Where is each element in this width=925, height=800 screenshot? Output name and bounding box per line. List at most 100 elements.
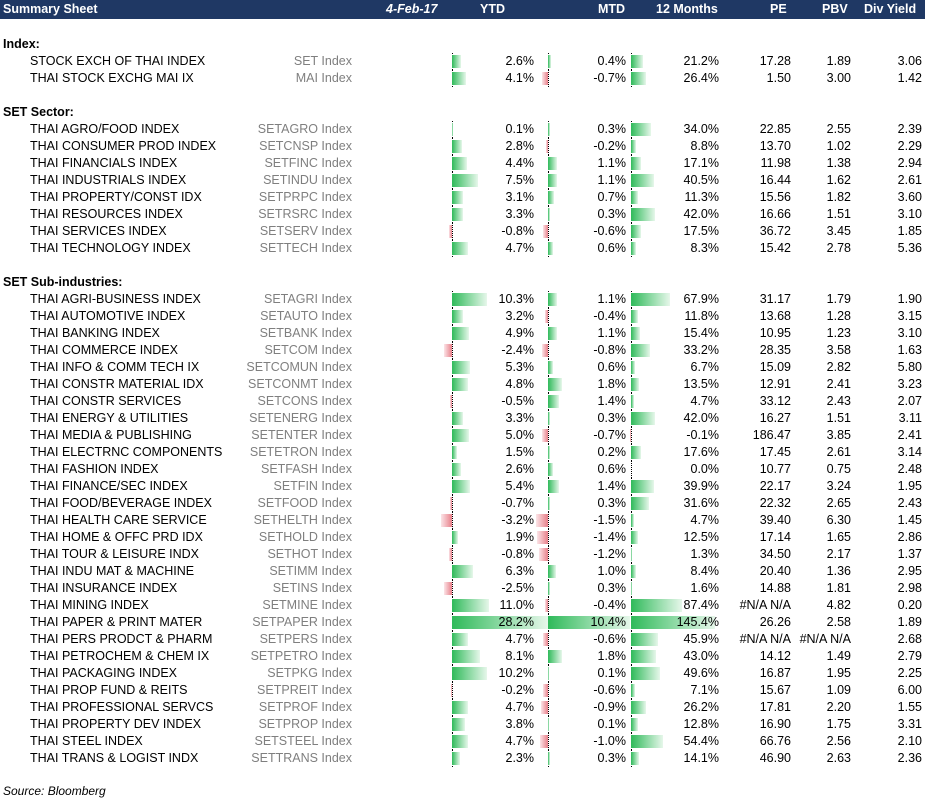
m12-databar	[631, 208, 656, 221]
mtd-value: 1.1%	[597, 173, 627, 187]
pbv-value: 2.58	[826, 615, 851, 629]
ytd-databar	[452, 361, 471, 374]
div-yield-value: 3.23	[897, 377, 922, 391]
col-divyield-header: Div Yield	[864, 2, 917, 16]
index-ticker: SETHOT Index	[267, 547, 352, 561]
m12-databar	[631, 55, 644, 68]
pe-value: 22.17	[759, 479, 791, 493]
ytd-value: 3.1%	[505, 190, 535, 204]
m12-databar	[631, 412, 656, 425]
index-ticker: SETSERV Index	[259, 224, 352, 238]
mtd-databar	[544, 310, 548, 323]
col-ytd-header: YTD	[480, 2, 505, 16]
pe-value: 33.12	[759, 394, 791, 408]
twelve-month-value: 8.8%	[690, 139, 720, 153]
m12-databar	[631, 582, 632, 595]
m12-databar	[631, 735, 663, 748]
mtd-value: 1.4%	[597, 479, 627, 493]
twelve-month-value: 33.2%	[683, 343, 719, 357]
index-name: THAI PROP FUND & REITS	[30, 683, 188, 697]
twelve-month-value: 34.0%	[683, 122, 719, 136]
pe-value: 28.35	[759, 343, 791, 357]
pbv-value: 2.17	[826, 547, 851, 561]
table-row: THAI FOOD/BEVERAGE INDEX SETFOOD Index -0.…	[0, 495, 925, 512]
pbv-value: 1.75	[826, 717, 851, 731]
m12-databar	[631, 616, 716, 629]
mtd-databar	[548, 616, 631, 629]
mtd-value: 0.4%	[597, 54, 627, 68]
ytd-databar	[450, 395, 452, 408]
index-ticker: SETENERG Index	[249, 411, 352, 425]
mtd-axis-line	[548, 512, 549, 529]
twelve-month-value: 26.4%	[683, 71, 719, 85]
col-mtd-header: MTD	[598, 2, 626, 16]
pbv-value: 3.24	[826, 479, 851, 493]
ytd-databar	[452, 633, 468, 646]
ytd-axis-line	[452, 546, 453, 563]
mtd-axis-line	[548, 427, 549, 444]
mtd-databar	[536, 514, 548, 527]
pe-value: 16.27	[759, 411, 791, 425]
index-name: THAI FOOD/BEVERAGE INDEX	[30, 496, 212, 510]
ytd-value: -0.7%	[501, 496, 534, 510]
m12-databar	[631, 378, 639, 391]
col-pe-header: PE	[770, 2, 787, 16]
report-date: 4-Feb-17	[386, 2, 438, 16]
ytd-databar	[449, 497, 452, 510]
ytd-databar	[452, 174, 478, 187]
twelve-month-value: 145.4%	[676, 615, 719, 629]
mtd-axis-line	[548, 631, 549, 648]
pe-value: 16.87	[759, 666, 791, 680]
ytd-databar	[452, 429, 469, 442]
index-name: THAI STEEL INDEX	[30, 734, 143, 748]
ytd-databar	[449, 225, 452, 238]
index-ticker: SETENTER Index	[251, 428, 352, 442]
mtd-value: 0.1%	[597, 717, 627, 731]
ytd-databar	[452, 140, 462, 153]
index-name: THAI FASHION INDEX	[30, 462, 159, 476]
div-yield-value: 2.86	[897, 530, 922, 544]
index-name: THAI TRANS & LOGIST INDX	[30, 751, 199, 765]
mtd-value: 0.3%	[597, 207, 627, 221]
ytd-value: 2.8%	[505, 139, 535, 153]
div-yield-value: 3.14	[897, 445, 922, 459]
table-row: THAI BANKING INDEX SETBANK Index 4.9% 1.1% 1…	[0, 325, 925, 342]
pe-value: 34.50	[759, 547, 791, 561]
ytd-axis-line	[452, 512, 453, 529]
index-name: THAI INFO & COMM TECH IX	[30, 360, 200, 374]
mtd-value: 0.3%	[597, 496, 627, 510]
mtd-axis-line	[548, 308, 549, 325]
ytd-value: 10.3%	[498, 292, 534, 306]
div-yield-value: 2.95	[897, 564, 922, 578]
index-name: THAI ELECTRNC COMPONENTS	[30, 445, 223, 459]
pe-value: 31.17	[759, 292, 791, 306]
pbv-value: 1.51	[826, 207, 851, 221]
pbv-value: 3.00	[826, 71, 851, 85]
ytd-databar	[452, 123, 453, 136]
mtd-databar	[548, 412, 551, 425]
div-yield-value: 2.68	[897, 632, 922, 646]
div-yield-value: 3.06	[897, 54, 922, 68]
ytd-value: -0.8%	[501, 547, 534, 561]
mtd-databar	[548, 395, 560, 408]
mtd-axis-line	[548, 70, 549, 87]
pbv-value: 2.56	[826, 734, 851, 748]
section-heading: SET Sector:	[0, 104, 925, 121]
mtd-databar	[538, 548, 548, 561]
table-row: THAI TRANS & LOGIST INDX SETTRANS Index 2.…	[0, 750, 925, 767]
section-heading: Index:	[0, 36, 925, 53]
mtd-databar	[548, 293, 557, 306]
div-yield-value: 3.10	[897, 207, 922, 221]
ytd-databar	[452, 208, 464, 221]
twelve-month-value: 42.0%	[683, 411, 719, 425]
pbv-value: 1.65	[826, 530, 851, 544]
twelve-month-value: 87.4%	[683, 598, 719, 612]
twelve-month-value: 67.9%	[683, 292, 719, 306]
pbv-value: 6.30	[826, 513, 851, 527]
index-ticker: SETCOMUN Index	[246, 360, 352, 374]
twelve-month-value: 6.7%	[690, 360, 720, 374]
div-yield-value: 3.31	[897, 717, 922, 731]
mtd-axis-line	[548, 682, 549, 699]
ytd-axis-line	[452, 495, 453, 512]
pe-value: 15.42	[759, 241, 791, 255]
